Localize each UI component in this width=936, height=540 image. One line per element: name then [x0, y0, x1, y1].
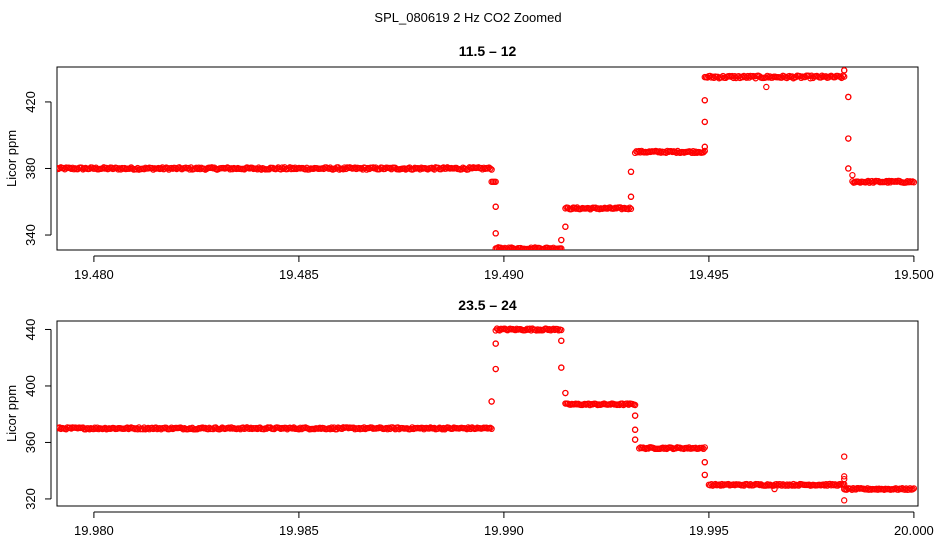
data-point [492, 203, 499, 210]
x-tick-label: 19.500 [894, 267, 934, 282]
data-point [631, 436, 639, 443]
plot-frame [56, 320, 919, 507]
data-point [631, 412, 639, 419]
data-point [701, 459, 709, 466]
data-point [558, 326, 565, 334]
data-point [487, 424, 494, 431]
data-point [562, 389, 569, 397]
x-tick-label: 19.495 [689, 267, 729, 282]
data-point [841, 67, 848, 74]
y-axis-label: Licor ppm [4, 385, 19, 442]
data-point [631, 401, 639, 409]
data-point-outlier [841, 497, 848, 504]
x-tick-label: 19.990 [484, 523, 524, 538]
data-point [631, 426, 639, 433]
chart-panel-1: 11.5 – 12 19.480 19.485 19.490 19.495 19.500 3… [4, 43, 934, 282]
y-tick-label: 380 [23, 158, 38, 180]
y-tick-label: 340 [23, 224, 38, 246]
plot-frame [56, 66, 919, 251]
data-point-outlier [771, 485, 778, 493]
data-point [627, 205, 635, 213]
x-tick-label: 19.485 [279, 267, 319, 282]
y-tick-label: 360 [23, 432, 38, 454]
x-tick-label: 19.995 [689, 523, 729, 538]
y-tick-label: 440 [23, 319, 38, 341]
data-point [488, 425, 495, 433]
data-point [562, 223, 569, 230]
data-point [701, 143, 709, 151]
data-point [701, 97, 709, 104]
data-point [554, 325, 561, 333]
data-point [701, 471, 709, 479]
data-point [484, 165, 491, 172]
data-point [492, 178, 499, 185]
data-point [627, 193, 635, 200]
data-point [558, 364, 565, 371]
data-point [701, 444, 709, 451]
data-point [841, 73, 848, 80]
data-point [558, 337, 565, 344]
data-point [487, 165, 494, 172]
data-point [701, 147, 709, 155]
data-points [57, 325, 918, 504]
data-point-outlier [849, 171, 856, 179]
data-point [492, 365, 499, 373]
data-point [488, 166, 495, 173]
x-tick-label: 19.980 [74, 523, 114, 538]
data-point [488, 398, 495, 405]
data-point [492, 230, 499, 237]
data-point [625, 205, 632, 213]
x-tick-label: 20.000 [894, 523, 934, 538]
data-point [700, 445, 707, 453]
y-tick-label: 400 [23, 375, 38, 397]
x-tick-label: 19.490 [484, 267, 524, 282]
data-point [698, 444, 706, 452]
data-point [626, 204, 633, 211]
data-point [845, 135, 852, 142]
data-point [910, 179, 918, 186]
data-points [57, 67, 918, 250]
data-point [208, 164, 216, 171]
data-point-outlier [841, 453, 848, 460]
chart-panel-2: 23.5 – 24 19.980 19.985 19.990 19.995 20.000 3… [4, 297, 934, 538]
data-point [627, 168, 635, 176]
x-tick-label: 19.985 [279, 523, 319, 538]
y-tick-label: 420 [23, 91, 38, 113]
y-tick-label: 320 [23, 488, 38, 510]
data-point-outlier [841, 473, 848, 480]
data-point [845, 93, 852, 101]
panel-title: 11.5 – 12 [459, 43, 517, 59]
data-point [492, 340, 499, 347]
data-point [558, 245, 565, 250]
panel-title: 23.5 – 24 [458, 297, 517, 313]
figure-title: SPL_080619 2 Hz CO2 Zoomed [374, 10, 561, 25]
data-point-outlier [763, 83, 770, 91]
data-point [558, 236, 565, 244]
y-axis-label: Licor ppm [4, 130, 19, 187]
data-point [845, 165, 852, 172]
data-point [701, 118, 709, 126]
x-tick-label: 19.480 [74, 267, 114, 282]
data-point-outlier [841, 475, 848, 483]
data-point [910, 485, 918, 492]
